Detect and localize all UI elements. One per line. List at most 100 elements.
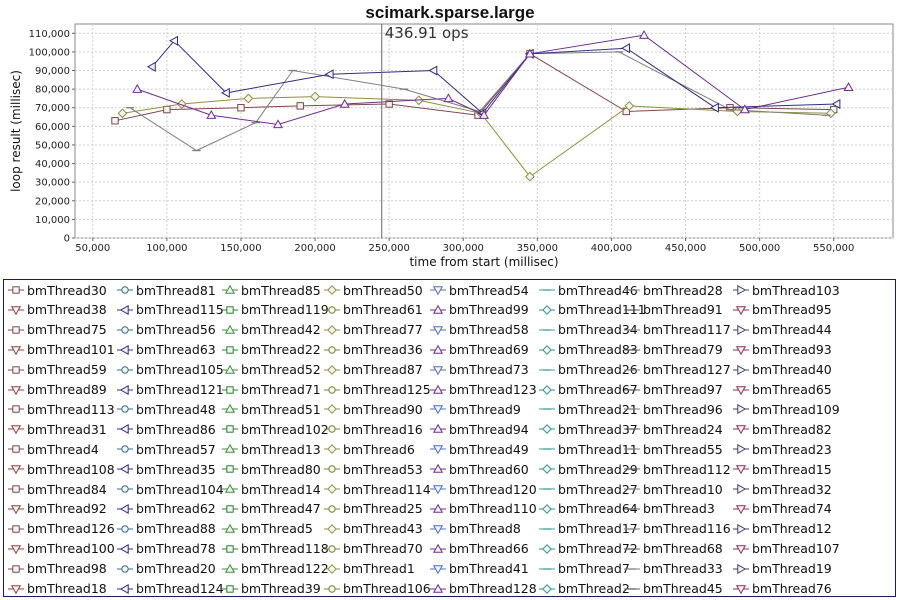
legend-marker-icon — [222, 284, 238, 294]
legend-label: bmThread48 — [136, 401, 216, 417]
legend: bmThread30 bmThread81 bmThread85 bmThread50… — [3, 279, 896, 597]
legend-marker-icon — [430, 463, 446, 473]
y-tick-label: 20,000 — [35, 196, 70, 207]
legend-marker — [735, 385, 747, 395]
legend-label: bmThread7 — [558, 561, 630, 577]
legend-label: bmThread113 — [27, 401, 115, 417]
legend-item: bmThread68 — [624, 541, 723, 557]
legend-item: bmThread16 — [324, 421, 423, 437]
legend-item: bmThread79 — [624, 342, 723, 358]
legend-marker — [12, 326, 20, 334]
legend-item: bmThread3 — [624, 501, 715, 517]
legend-label: bmThread123 — [449, 382, 537, 397]
legend-label: bmThread114 — [343, 481, 431, 497]
legend-label: bmThread28 — [643, 282, 723, 298]
legend-marker — [10, 465, 22, 475]
data-point — [624, 100, 635, 111]
legend-marker-icon — [733, 563, 749, 574]
legend-marker-icon — [539, 289, 555, 291]
legend-marker-icon — [733, 544, 749, 554]
legend-item: bmThread78 — [117, 541, 216, 557]
legend-label: bmThread53 — [343, 461, 423, 477]
legend-item: bmThread100 — [8, 541, 115, 557]
legend-marker — [12, 405, 20, 414]
legend-label: bmThread99 — [449, 302, 529, 318]
legend-item: bmThread107 — [733, 541, 840, 557]
legend-item: bmThread117 — [624, 322, 731, 338]
legend-item: bmThread7 — [539, 561, 630, 577]
legend-marker — [119, 543, 129, 554]
legend-label: bmThread18 — [27, 581, 107, 596]
legend-label: bmThread60 — [449, 461, 529, 477]
legend-marker — [328, 465, 336, 473]
legend-label: bmThread64 — [558, 501, 638, 517]
legend-item: bmThread53 — [324, 461, 423, 477]
legend-label: bmThread59 — [27, 362, 107, 378]
legend-item: bmThread4 — [8, 441, 99, 457]
chart-title: scimark.sparse.large — [365, 3, 534, 22]
legend-item: bmThread77 — [324, 322, 423, 338]
legend-marker-icon — [117, 365, 133, 374]
legend-label: bmThread108 — [27, 461, 115, 477]
legend-item: bmThread80 — [222, 461, 321, 477]
legend-item: bmThread128 — [430, 581, 537, 597]
legend-label: bmThread93 — [752, 342, 832, 358]
legend-marker — [12, 365, 20, 374]
legend-marker-icon — [733, 404, 749, 415]
legend-marker-icon — [430, 326, 446, 336]
legend-label: bmThread14 — [241, 481, 321, 497]
legend-marker-icon — [324, 444, 340, 455]
legend-label: bmThread24 — [643, 421, 723, 437]
legend-label: bmThread35 — [136, 461, 216, 477]
legend-marker — [737, 404, 747, 415]
legend-marker — [226, 505, 234, 513]
legend-marker — [10, 544, 22, 554]
legend-marker-icon — [8, 584, 24, 594]
legend-item: bmThread8 — [430, 521, 521, 537]
legend-label: bmThread80 — [241, 461, 321, 477]
legend-item: bmThread83 — [539, 342, 638, 358]
y-tick-label: 10,000 — [35, 215, 70, 226]
legend-label: bmThread36 — [343, 342, 423, 358]
data-point — [117, 108, 128, 119]
legend-label: bmThread76 — [752, 581, 832, 596]
legend-item: bmThread41 — [430, 561, 529, 577]
legend-item: bmThread21 — [539, 401, 638, 417]
legend-label: bmThread1 — [343, 561, 415, 577]
legend-item: bmThread109 — [733, 401, 840, 417]
legend-label: bmThread65 — [752, 382, 832, 397]
legend-marker-icon — [324, 425, 340, 433]
legend-marker — [224, 523, 236, 533]
legend-marker-icon — [324, 465, 340, 473]
legend-label: bmThread86 — [136, 421, 216, 437]
legend-marker — [432, 384, 444, 394]
legend-item: bmThread76 — [733, 581, 832, 597]
legend-item: bmThread64 — [539, 501, 638, 517]
legend-marker — [735, 465, 747, 475]
legend-item: bmThread91 — [624, 302, 723, 318]
legend-item: bmThread66 — [430, 541, 529, 557]
data-point — [524, 48, 535, 58]
data-point — [176, 99, 187, 109]
legend-marker — [735, 425, 747, 435]
legend-marker-icon — [222, 404, 238, 414]
legend-label: bmThread56 — [136, 322, 216, 338]
legend-marker — [10, 505, 22, 515]
legend-item: bmThread113 — [8, 401, 115, 417]
legend-marker-icon — [222, 523, 238, 533]
x-tick-label: 500,000 — [739, 243, 780, 254]
legend-label: bmThread67 — [558, 382, 638, 397]
y-tick-label: 0 — [64, 234, 70, 245]
legend-marker — [12, 445, 20, 453]
legend-label: bmThread92 — [27, 501, 107, 517]
legend-item: bmThread5 — [222, 521, 313, 537]
legend-item: bmThread126 — [8, 521, 115, 537]
legend-label: bmThread95 — [752, 302, 832, 318]
legend-marker — [737, 284, 747, 296]
legend-marker-icon — [117, 445, 133, 453]
legend-marker — [432, 424, 444, 433]
legend-marker — [327, 404, 337, 415]
legend-label: bmThread121 — [136, 382, 224, 397]
legend-label: bmThread102 — [241, 421, 329, 437]
legend-label: bmThread81 — [136, 282, 216, 298]
